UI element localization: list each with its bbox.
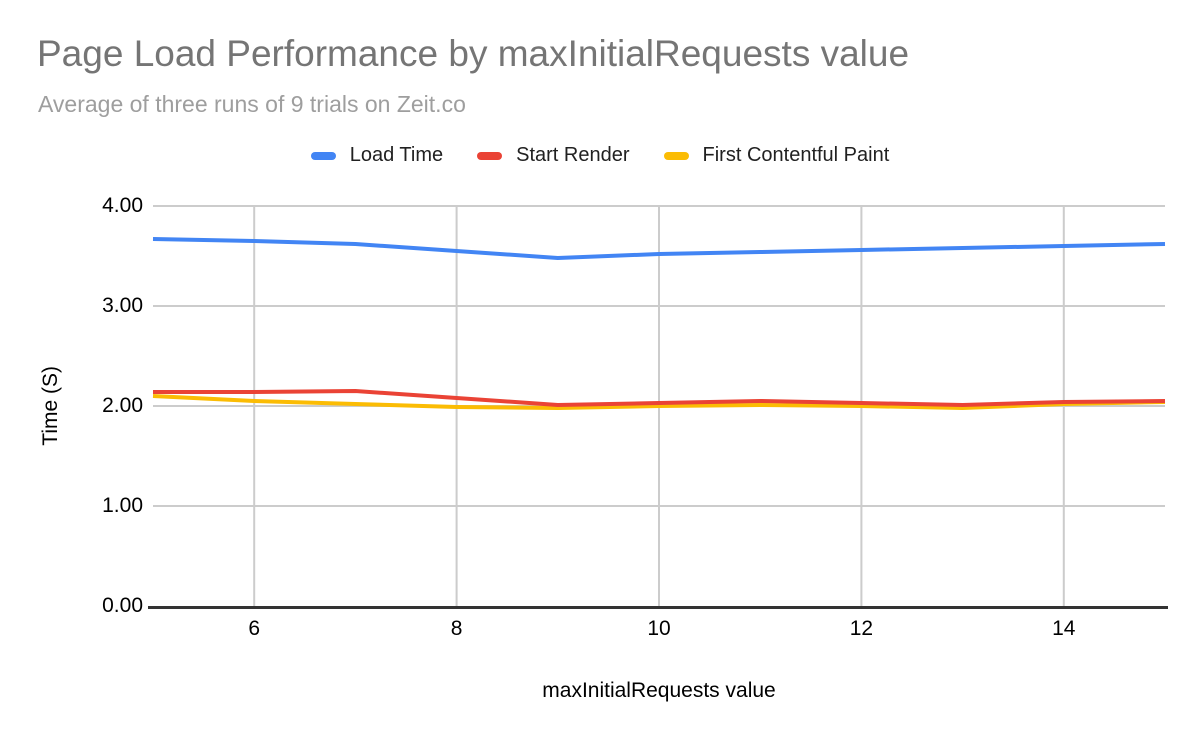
start-render-swatch-icon (477, 151, 503, 160)
chart-subtitle: Average of three runs of 9 trials on Zei… (38, 91, 466, 117)
legend: Load Time Start Render First Contentful … (0, 144, 1200, 167)
legend-label: First Contentful Paint (702, 144, 890, 166)
legend-item-first-contentful-paint: First Contentful Paint (663, 144, 890, 167)
x-tick-label: 10 (647, 617, 671, 640)
x-tick-label: 8 (450, 617, 463, 640)
y-tick-label: 3.00 (102, 294, 143, 317)
y-tick-label: 1.00 (102, 494, 143, 517)
y-tick-label: 0.00 (102, 594, 143, 617)
x-tick-label: 6 (248, 617, 261, 640)
x-tick-label: 14 (1052, 617, 1076, 640)
legend-label: Start Render (516, 144, 630, 166)
chart-title: Page Load Performance by maxInitialReque… (37, 33, 910, 74)
legend-item-start-render: Start Render (477, 144, 630, 167)
y-tick-label: 2.00 (102, 394, 143, 417)
first-contentful-paint-swatch-icon (663, 151, 689, 160)
y-tick-label: 4.00 (102, 194, 143, 217)
legend-label: Load Time (349, 144, 444, 166)
legend-item-load-time: Load Time (310, 144, 444, 167)
load-time-swatch-icon (310, 151, 336, 160)
x-tick-label: 12 (849, 617, 874, 640)
x-axis-title: maxInitialRequests value (542, 679, 776, 702)
